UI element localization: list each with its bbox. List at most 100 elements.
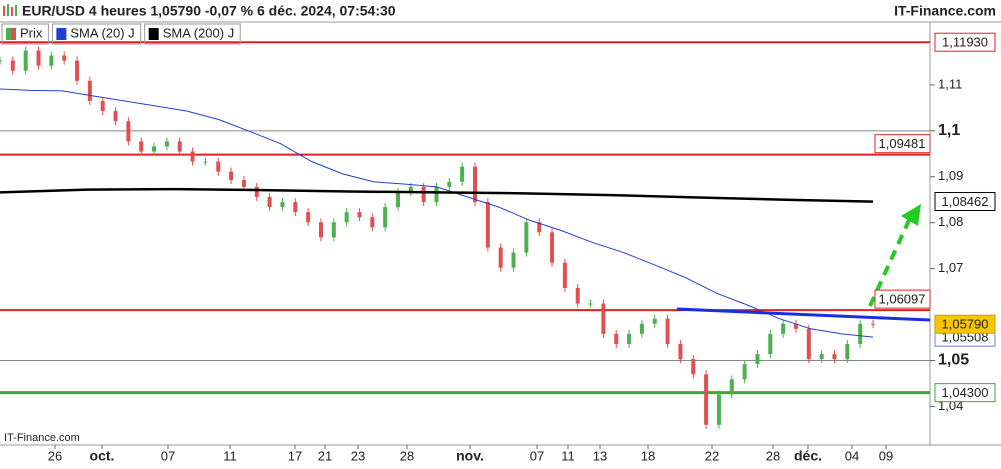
candle	[36, 50, 41, 66]
x-tick-label: 11	[561, 448, 575, 463]
y-tick-label: 1,05	[938, 352, 969, 369]
candle	[62, 55, 67, 61]
candle	[357, 212, 362, 218]
candle	[177, 141, 182, 152]
candle	[49, 55, 54, 66]
chart-title: EUR/USD 4 heures 1,05790 -0,07 % 6 déc. …	[22, 3, 396, 19]
y-tick-label: 1,08	[938, 214, 963, 229]
candle	[704, 374, 709, 425]
candle	[871, 323, 875, 325]
price-label-box	[934, 383, 996, 403]
candle	[511, 252, 516, 268]
candle	[832, 354, 837, 360]
candle	[395, 191, 400, 208]
candle	[254, 186, 259, 197]
legend-label: Prix	[20, 25, 43, 40]
candle	[113, 111, 118, 122]
candle	[23, 50, 28, 71]
candle	[781, 323, 786, 334]
candle	[10, 60, 15, 71]
candle	[575, 287, 580, 304]
candle	[601, 303, 606, 334]
candle	[845, 343, 850, 360]
x-tick-label: 21	[318, 448, 332, 463]
candle	[473, 166, 478, 203]
legend-box	[51, 23, 142, 45]
sma-line	[0, 187, 874, 203]
candle	[421, 186, 426, 203]
candle	[716, 394, 721, 425]
x-tick-label: 13	[593, 448, 607, 463]
candle	[164, 141, 169, 147]
candle	[126, 121, 131, 142]
candle	[139, 141, 144, 152]
candle	[652, 318, 657, 324]
legend-label: SMA (20) J	[70, 25, 134, 40]
candle	[639, 323, 644, 334]
legend-box	[144, 23, 241, 45]
candle	[293, 202, 298, 213]
candle	[75, 60, 80, 81]
candle	[485, 202, 490, 248]
candle	[152, 146, 157, 152]
legend-swatch	[6, 28, 11, 40]
x-tick-label: déc.	[794, 448, 822, 464]
x-tick-label: 22	[705, 448, 719, 463]
x-tick-label: oct.	[90, 448, 115, 464]
price-label: 1,11930	[942, 35, 988, 50]
candle	[665, 318, 670, 344]
x-tick-label: nov.	[456, 448, 484, 464]
candle	[434, 186, 439, 203]
y-tick-label: 1,11	[938, 76, 962, 91]
level-label-box	[874, 134, 931, 154]
price-label: 1,05790	[942, 317, 989, 332]
candle	[614, 333, 619, 344]
x-tick-label: 11	[223, 448, 237, 463]
candle	[537, 222, 542, 233]
price-label-box	[934, 32, 996, 52]
x-tick-label: 26	[48, 448, 62, 463]
candle	[318, 222, 323, 238]
arrow-head	[901, 204, 921, 226]
x-tick-label: 17	[288, 448, 302, 463]
candle	[627, 333, 632, 344]
candle	[0, 60, 2, 62]
legend-swatch	[148, 28, 159, 40]
candle	[447, 181, 452, 187]
level-label-box	[874, 289, 931, 309]
candle	[755, 354, 760, 365]
candle	[742, 364, 747, 380]
candle	[562, 262, 567, 288]
candle	[87, 80, 92, 101]
candle	[793, 323, 798, 329]
price-label-box	[934, 191, 996, 211]
x-tick-label: 09	[879, 448, 893, 463]
legend-label: SMA (200) J	[163, 25, 235, 40]
candle	[229, 171, 234, 180]
y-tick-label: 1,1	[938, 122, 960, 139]
x-tick-label: 23	[351, 448, 365, 463]
candle	[806, 328, 811, 360]
legend-box	[1, 23, 49, 45]
sma-line	[0, 88, 874, 338]
candle	[216, 161, 221, 172]
candle	[100, 100, 105, 112]
x-tick-label: 28	[400, 448, 414, 463]
candle	[691, 359, 696, 375]
candle	[190, 151, 195, 162]
candle	[819, 354, 824, 360]
price-label-box	[934, 314, 996, 334]
trend-line	[676, 307, 931, 322]
level-label: 1,09481	[879, 136, 926, 151]
logo	[3, 4, 17, 16]
candle	[203, 161, 208, 163]
footer: IT-Finance.com	[4, 432, 80, 444]
candle	[524, 222, 529, 253]
candle	[858, 323, 863, 344]
candle	[267, 196, 272, 208]
x-tick-label: 07	[161, 448, 175, 463]
x-tick-label: 04	[845, 448, 859, 463]
candle	[331, 222, 336, 238]
